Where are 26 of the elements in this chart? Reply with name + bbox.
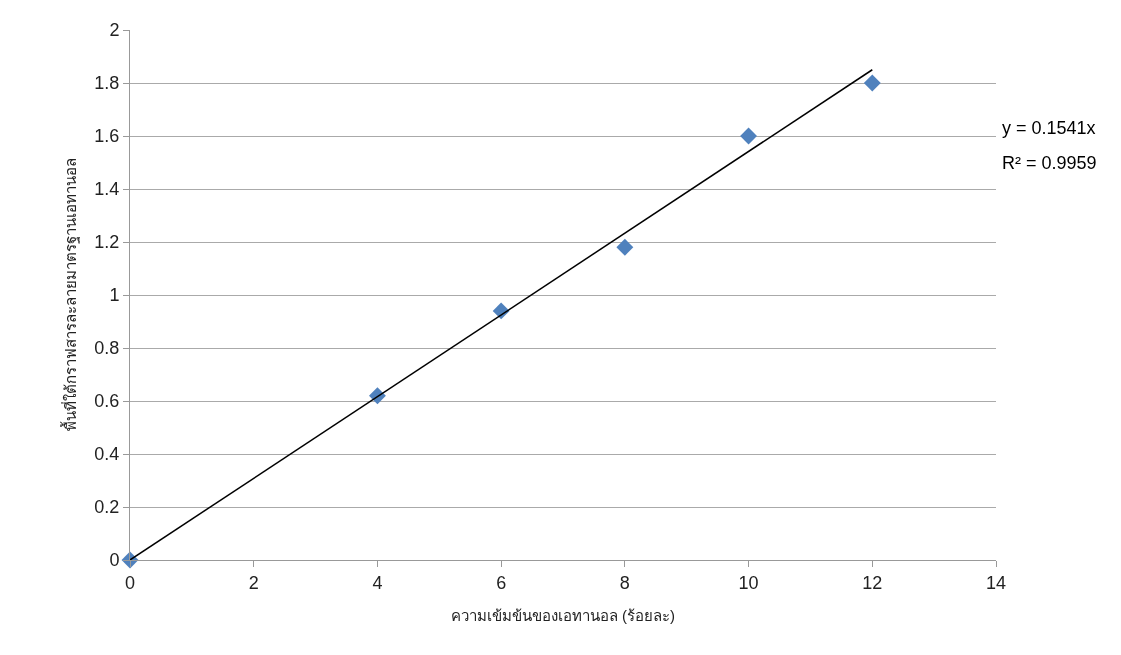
x-tick-label: 0 [124, 572, 136, 593]
point [616, 238, 634, 256]
y-tick-label: 1.2 [94, 232, 120, 253]
x-tick-label: 12 [862, 572, 883, 593]
y-tick-label: 1.8 [94, 73, 120, 94]
x-axis-title: ความเข้มข้นของเอทานอล (ร้อยละ) [450, 606, 676, 624]
y-tick-label: 1 [109, 285, 120, 306]
y-tick-label: 0.8 [94, 338, 120, 359]
x-tick-label: 2 [248, 572, 259, 593]
y-tick-label: 1.6 [94, 126, 120, 147]
point [740, 127, 758, 145]
x-tick-label: 8 [619, 572, 630, 593]
x-tick-label: 6 [496, 572, 507, 593]
x-tick-label: 10 [738, 572, 759, 593]
y-tick-label: 0 [109, 550, 120, 571]
y-tick-label: 2 [109, 20, 120, 41]
y-axis-title: พื้นที่ใต้กราฟสารละลายมาตรฐานเอทานอล [59, 158, 80, 432]
text: y = 0.1541x [1002, 118, 1096, 138]
x-tick-label: 4 [372, 572, 383, 593]
y-tick-label: 1.4 [94, 179, 120, 200]
y-tick-label: 0.4 [94, 444, 120, 465]
x-tick-label: 14 [985, 572, 1007, 593]
y-tick-label: 0.6 [94, 391, 120, 412]
text: R² = 0.9959 [1002, 153, 1097, 173]
point [863, 74, 881, 92]
y-tick-label: 0.2 [94, 497, 120, 518]
